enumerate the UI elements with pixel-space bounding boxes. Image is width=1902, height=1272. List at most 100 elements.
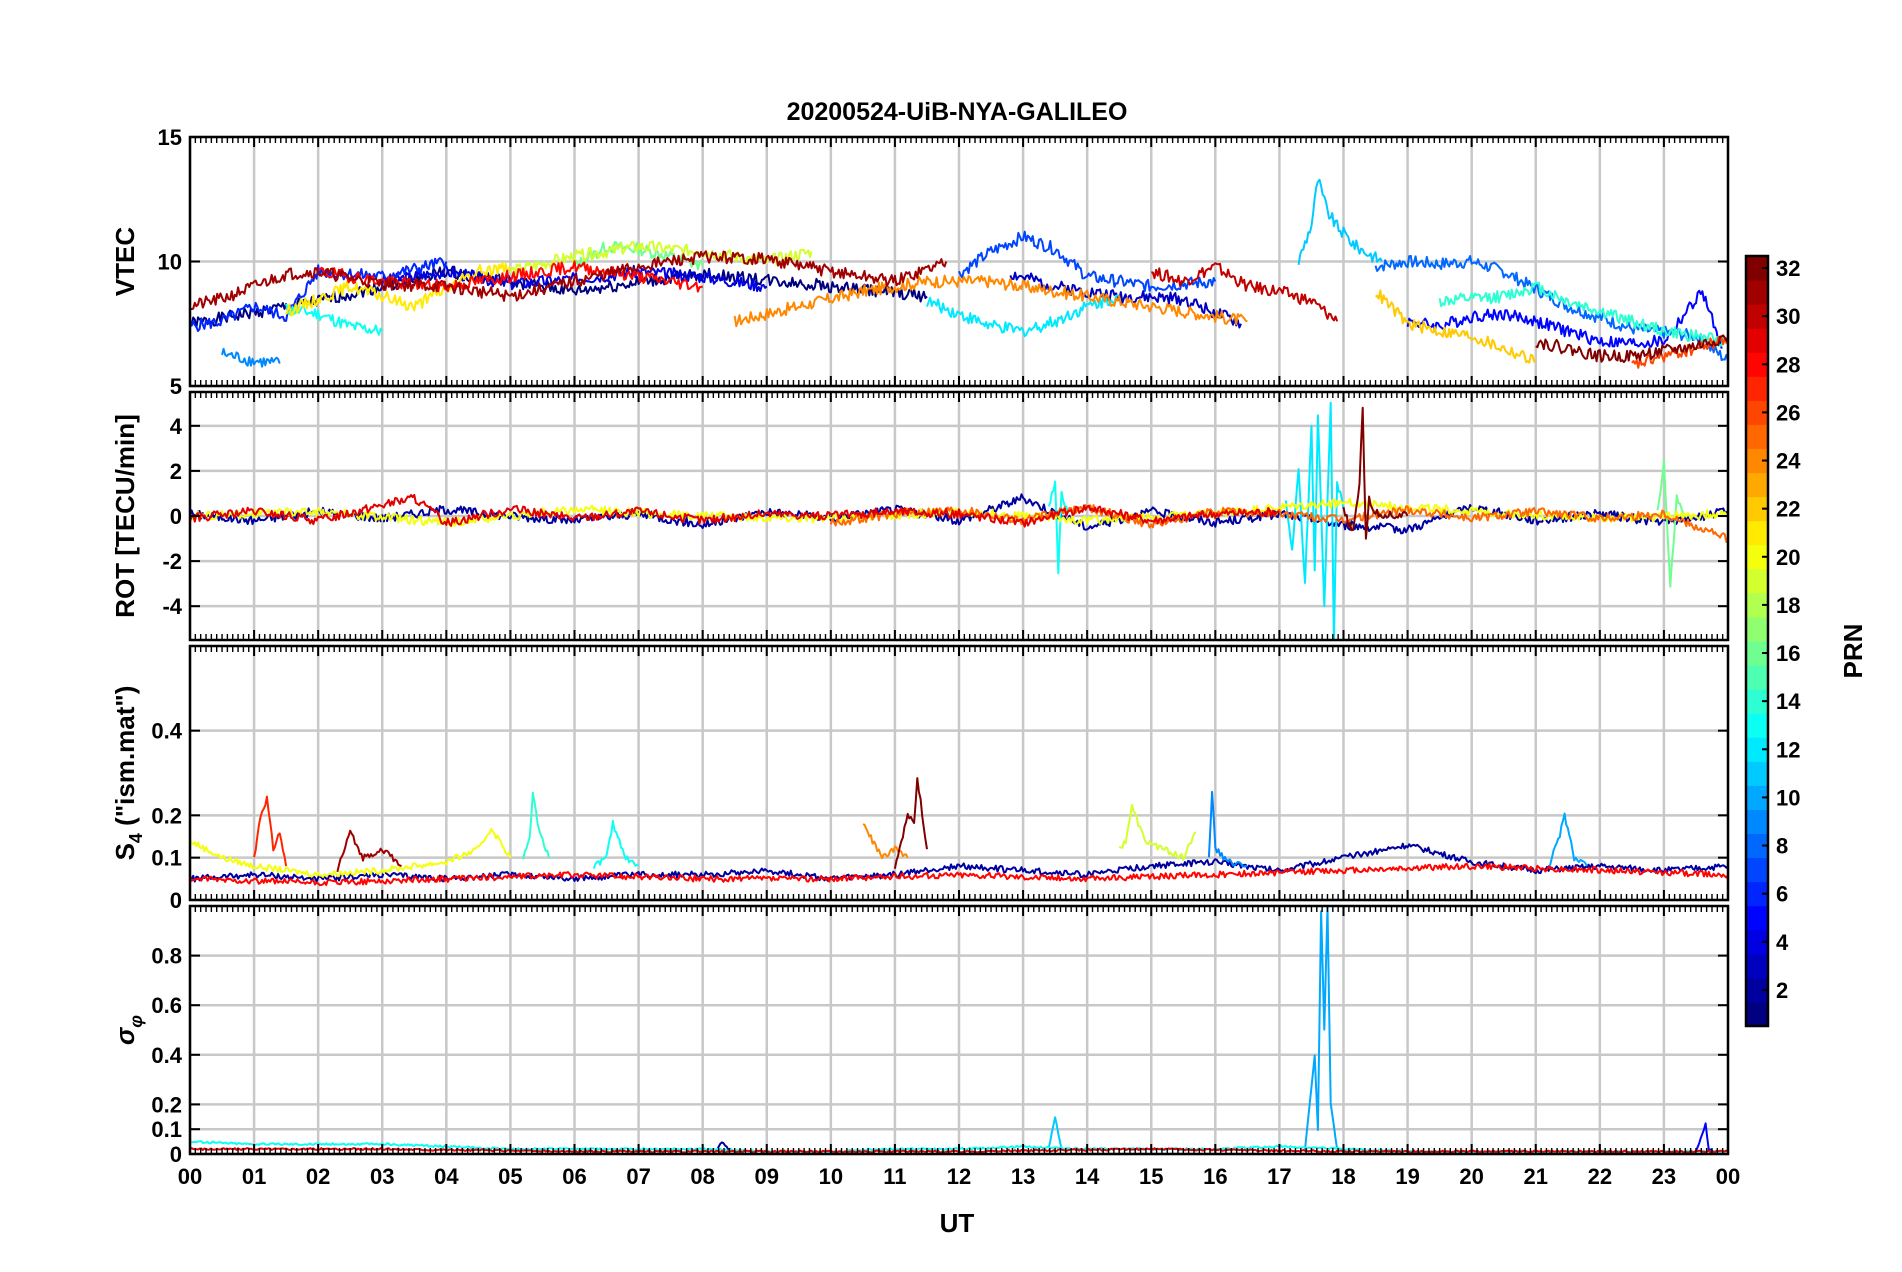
colorbar-tick-label: 28 [1776, 352, 1800, 377]
x-tick-label: 10 [819, 1164, 843, 1189]
series-prn-24 [733, 274, 1248, 328]
y-tick-label: 0.2 [151, 803, 182, 828]
y-tick-label: 0.6 [151, 993, 182, 1018]
colorbar-segment [1746, 424, 1768, 449]
series-prn-32 [893, 777, 928, 869]
x-tick-label: 11 [883, 1164, 906, 1189]
panel-rot-ticks [189, 392, 1729, 640]
x-tick-label: 18 [1331, 1164, 1355, 1189]
x-axis: 00 01 02 03 04 05 06 07 08 09 10 11 12 13 14 15 16 17 18 19… [178, 1164, 1740, 1189]
colorbar-tick-label: 10 [1776, 785, 1800, 810]
panel-vtec: 5 10 15 VTEC [110, 125, 1730, 399]
x-tick-label: 14 [1075, 1164, 1100, 1189]
panel-rot-ylabel: ROT [TECU/min] [110, 414, 140, 618]
y-tick-label: 10 [158, 250, 182, 275]
series-prn-19 [1118, 803, 1197, 861]
x-tick-label: 05 [498, 1164, 522, 1189]
colorbar-label: PRN [1838, 624, 1868, 679]
x-tick-label: 00 [1716, 1164, 1740, 1189]
y-tick-label: 2 [170, 459, 182, 484]
colorbar-segment [1746, 568, 1768, 594]
series-prn-29 [190, 493, 1280, 528]
x-tick-label: 19 [1395, 1164, 1419, 1189]
x-tick-label: 03 [370, 1164, 394, 1189]
x-tick-label: 13 [1011, 1164, 1035, 1189]
colorbar-segment [1746, 881, 1768, 907]
panel-vtec-series [190, 178, 1728, 369]
series-prn-31 [336, 829, 402, 873]
panel-rot-series [190, 401, 1728, 640]
colorbar-segment [1746, 400, 1768, 425]
x-axis-label: UT [940, 1208, 975, 1238]
series-prn-11 [1047, 1116, 1063, 1150]
colorbar-tick-label: 30 [1776, 304, 1800, 329]
colorbar-segment [1746, 905, 1768, 931]
series-prn-13 [285, 303, 384, 336]
colorbar-segment [1746, 641, 1768, 666]
series-prn-10 [1547, 812, 1588, 868]
series-prn-13 [592, 819, 640, 870]
y-tick-label: 0.2 [151, 1092, 182, 1117]
colorbar-segment [1746, 689, 1768, 714]
panel-sigma: 00.10.2 0.4 0.6 0.8 σφ [110, 904, 1730, 1167]
series-prn-24 [862, 823, 909, 860]
x-tick-label: 23 [1652, 1164, 1676, 1189]
x-tick-label: 00 [178, 1164, 202, 1189]
colorbar-segment [1746, 448, 1768, 474]
colorbar-segment [1746, 544, 1768, 570]
colorbar-segment [1746, 857, 1768, 883]
colorbar-segment [1746, 953, 1768, 979]
y-tick-label: -4 [162, 594, 182, 619]
series-prn-28 [317, 260, 704, 293]
series-prn-10 [1304, 906, 1339, 1150]
colorbar-tick-label: 18 [1776, 593, 1800, 618]
series-prn-14 [522, 791, 550, 860]
series-prn-11 [1297, 178, 1383, 265]
x-tick-label: 17 [1267, 1164, 1291, 1189]
panel-vtec-ticks [189, 136, 1729, 387]
colorbar-segment [1746, 328, 1768, 353]
x-tick-label: 02 [306, 1164, 330, 1189]
colorbar-tick-label: 12 [1776, 737, 1800, 762]
colorbar-tick-label: 2 [1776, 978, 1788, 1003]
y-tick-label: 0.4 [151, 719, 182, 744]
panel-s4-series [190, 777, 1728, 887]
series-prn-30 [1151, 262, 1339, 322]
colorbar-segment [1746, 496, 1768, 522]
colorbar-segment [1746, 929, 1768, 955]
colorbar-segment [1746, 665, 1768, 690]
chart-title: 20200524-UiB-NYA-GALILEO [787, 98, 1128, 126]
y-tick-label: 15 [158, 125, 182, 150]
colorbar-segment [1746, 737, 1768, 762]
y-tick-label: 0.1 [151, 1117, 182, 1142]
panel-s4: 0 0.1 0.2 0.4S4 ("ism.mat") [110, 644, 1730, 913]
y-tick-label: 0 [170, 888, 182, 913]
y-tick-label: 0.4 [151, 1043, 182, 1068]
colorbar-segment [1746, 352, 1768, 377]
y-tick-label: 0 [170, 1142, 182, 1167]
series-prn-9 [1207, 790, 1248, 868]
y-tick-label: 5 [170, 374, 182, 399]
colorbar-segment [1746, 833, 1768, 859]
colorbar-tick-label: 4 [1776, 930, 1789, 955]
x-tick-label: 20 [1459, 1164, 1483, 1189]
colorbar-tick-label: 20 [1776, 545, 1800, 570]
x-tick-label: 16 [1203, 1164, 1227, 1189]
colorbar-tick-label: 24 [1776, 449, 1801, 474]
series-prn-13 [1047, 480, 1069, 575]
panel-s4-ticks [189, 646, 1729, 901]
colorbar-segment [1746, 761, 1768, 786]
x-tick-label: 21 [1524, 1164, 1548, 1189]
colorbar-segment [1746, 977, 1768, 1003]
series-prn-32 [1535, 334, 1728, 364]
colorbar-segment [1746, 713, 1768, 738]
x-tick-label: 12 [947, 1164, 971, 1189]
series-prn-16 [1656, 459, 1685, 588]
panel-sigma-ticks [189, 906, 1729, 1155]
colorbar-tick-label: 32 [1776, 256, 1800, 281]
x-tick-label: 07 [626, 1164, 650, 1189]
colorbar-tick-label: 26 [1776, 400, 1800, 425]
